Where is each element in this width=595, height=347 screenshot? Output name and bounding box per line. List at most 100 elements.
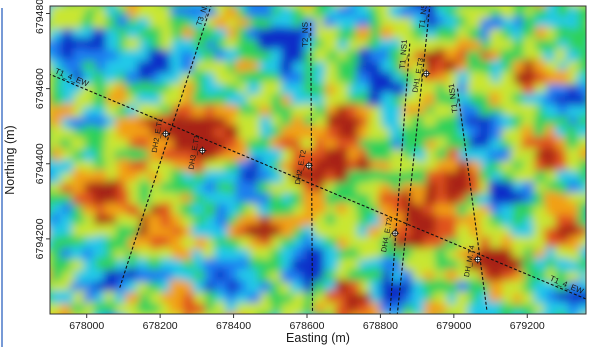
- heatmap-cell: [257, 6, 272, 19]
- heatmap-cell: [137, 246, 152, 261]
- heatmap-cell: [480, 6, 495, 8]
- heatmap-cell: [577, 202, 586, 217]
- survey-line: [396, 6, 431, 314]
- heatmap-cell: [292, 37, 307, 52]
- heatmap-cell: [70, 137, 85, 152]
- heatmap-cell: [522, 15, 537, 30]
- heatmap-cell: [523, 37, 538, 52]
- heatmap-cell: [50, 92, 64, 107]
- heatmap-cell: [182, 27, 197, 42]
- heatmap-cell: [591, 259, 595, 273]
- heatmap-cell: [106, 180, 121, 195]
- heatmap-cell: [481, 314, 495, 328]
- heatmap-cell: [226, 248, 241, 263]
- heatmap-cell: [182, 82, 197, 97]
- heatmap-cell: [291, 104, 306, 119]
- heatmap-cell: [412, 114, 427, 129]
- heatmap-cell: [248, 48, 263, 63]
- heatmap-cell: [280, 246, 295, 261]
- heatmap-cell: [148, 148, 163, 163]
- heatmap-cell: [249, 158, 264, 173]
- heatmap-cell: [136, 6, 151, 21]
- heatmap-cell: [576, 95, 586, 110]
- heatmap-cell: [590, 18, 595, 32]
- heatmap-cell: [290, 92, 305, 107]
- heatmap-cell: [180, 269, 195, 284]
- heatmap-cell: [488, 280, 503, 295]
- heatmap-cell: [587, 51, 595, 65]
- heatmap-cell: [235, 6, 250, 9]
- heatmap-cell: [257, 312, 272, 314]
- heatmap-cell: [290, 281, 305, 296]
- heatmap-cell: [380, 26, 395, 41]
- heatmap-cell: [84, 237, 99, 252]
- heatmap-cell: [224, 48, 239, 63]
- heatmap-cell: [137, 149, 152, 164]
- heatmap-cell: [587, 71, 595, 85]
- heatmap-cell: [423, 235, 438, 250]
- heatmap-cell: [435, 117, 450, 132]
- heatmap-cell: [147, 214, 162, 229]
- heatmap-cell: [290, 304, 305, 314]
- heatmap-cell: [543, 313, 558, 314]
- heatmap-cell: [95, 38, 110, 53]
- heatmap-cell: [159, 202, 174, 217]
- heatmap-cell: [235, 303, 250, 314]
- heatmap-cell: [60, 290, 75, 305]
- heatmap-cell: [324, 246, 339, 261]
- heatmap-cell: [269, 259, 284, 274]
- heatmap-cell: [578, 136, 586, 151]
- heatmap-cell: [580, 315, 594, 329]
- heatmap-cell: [466, 236, 481, 251]
- heatmap-cell: [192, 70, 207, 85]
- heatmap-cell: [70, 304, 85, 314]
- heatmap-cell: [358, 48, 373, 63]
- heatmap-cell: [115, 303, 130, 314]
- heatmap-cell: [170, 214, 185, 229]
- heatmap-cell: [591, 195, 595, 209]
- heatmap-cell: [280, 49, 295, 64]
- heatmap-cell: [246, 224, 261, 239]
- heatmap-cell: [271, 94, 286, 109]
- heatmap-cell: [59, 16, 74, 31]
- heatmap-cell: [336, 59, 351, 74]
- y-tick-label: 6794400: [34, 143, 46, 184]
- heatmap-cell: [511, 280, 526, 295]
- survey-line-label: T1_NS: [417, 3, 429, 29]
- heatmap-cell: [579, 169, 586, 184]
- heatmap-cell: [203, 202, 218, 217]
- survey-line: [310, 22, 314, 313]
- heatmap-cell: [269, 170, 284, 185]
- heatmap-cell: [533, 280, 548, 295]
- x-tick-label: 679000: [436, 320, 471, 332]
- heatmap-cell: [469, 92, 484, 107]
- heatmap-cell: [280, 269, 295, 284]
- heatmap-cell: [468, 71, 483, 86]
- heatmap-area: T1_4_EWT1_4_EWT3_NST2_NST1_NST1_NS1T1_NS…: [50, 3, 595, 329]
- heatmap-cell: [577, 105, 586, 120]
- heatmap-cell: [345, 103, 360, 118]
- heatmap-cell: [501, 259, 516, 274]
- heatmap-cell: [401, 315, 415, 329]
- heatmap-cell: [235, 180, 250, 195]
- heatmap-cell: [368, 49, 383, 64]
- heatmap-cell: [114, 238, 129, 253]
- heatmap-cell: [411, 6, 426, 8]
- heatmap-cell: [324, 279, 339, 294]
- heatmap-cell: [247, 70, 262, 85]
- heatmap-cell: [50, 169, 64, 184]
- heatmap-cell: [205, 226, 220, 241]
- heatmap-cell: [521, 125, 536, 140]
- heatmap-cell: [268, 194, 283, 209]
- heatmap-cell: [579, 147, 586, 162]
- heatmap-cell: [578, 290, 586, 305]
- heatmap-cell: [400, 70, 415, 85]
- heatmap-cell: [194, 303, 209, 314]
- heatmap-cell: [302, 191, 317, 206]
- heatmap-cell: [579, 269, 586, 284]
- heatmap-cell: [513, 202, 528, 217]
- heatmap-cell: [336, 315, 350, 329]
- heatmap-cell: [70, 246, 85, 261]
- heatmap-cell: [589, 312, 595, 326]
- heatmap-cell: [578, 62, 586, 77]
